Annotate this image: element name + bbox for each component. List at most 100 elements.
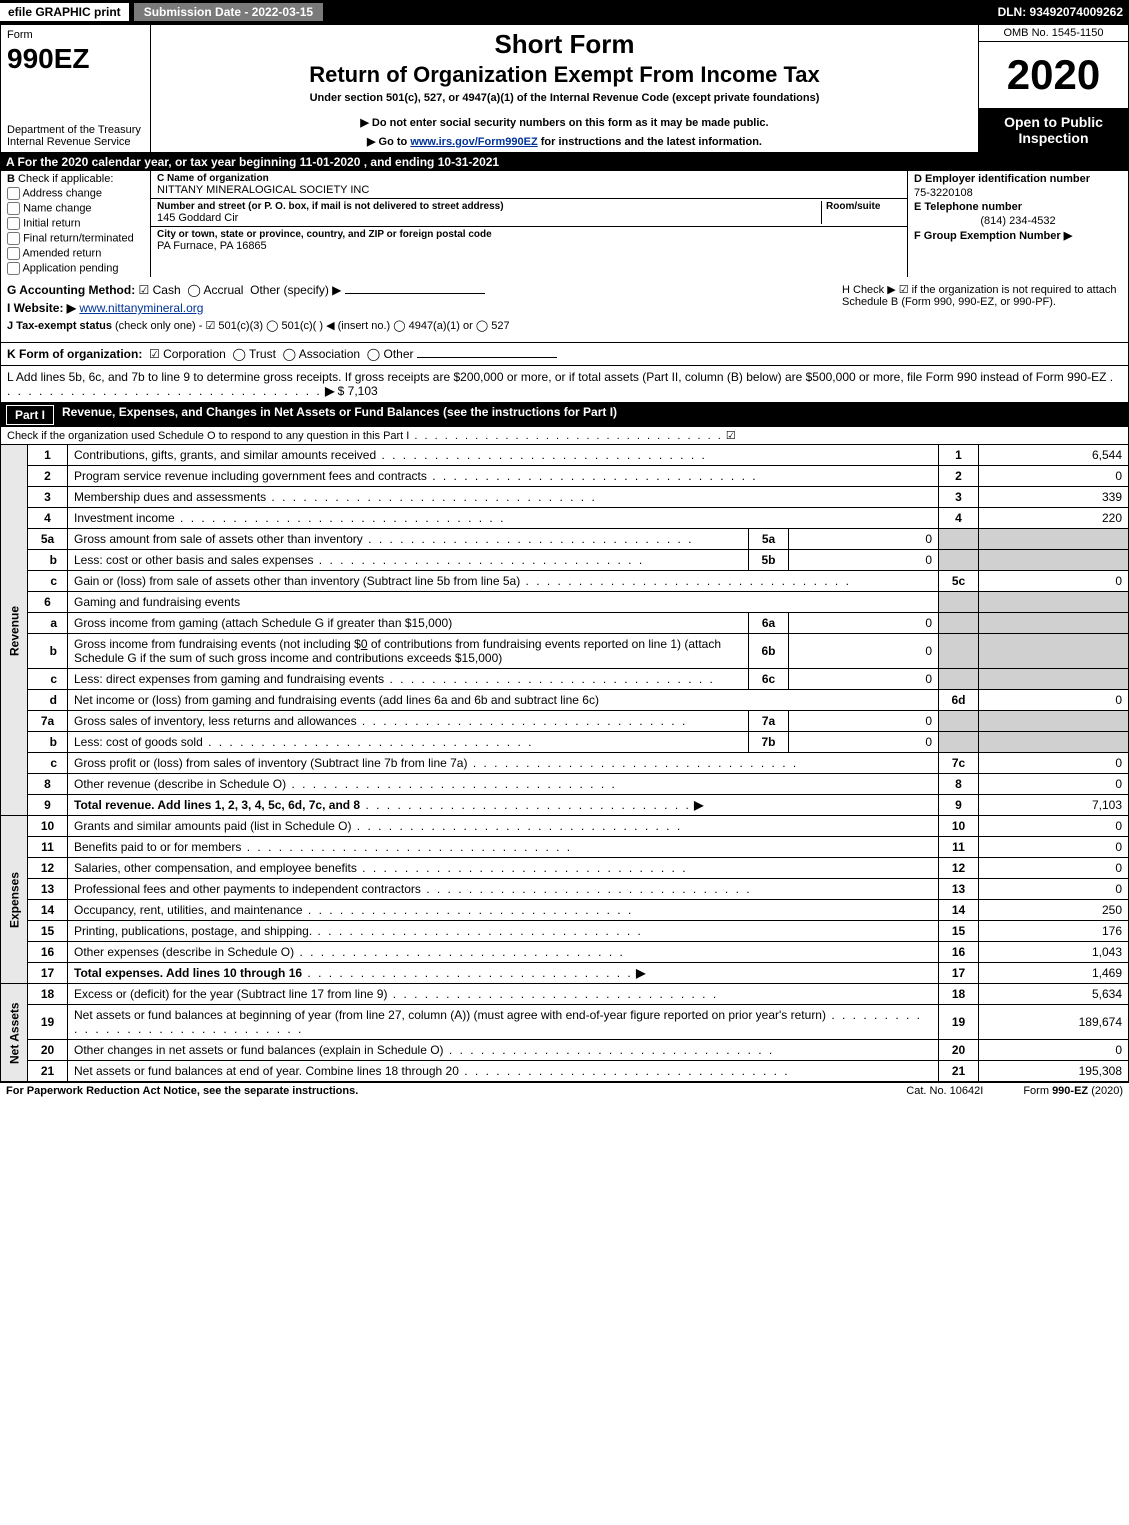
line-7b: bLess: cost of goods sold7b0 — [1, 732, 1129, 753]
expenses-vlabel: Expenses — [1, 816, 28, 984]
h-check-box: H Check ▶ ☑ if the organization is not r… — [842, 283, 1122, 308]
address-label: Number and street (or P. O. box, if mail… — [157, 201, 821, 212]
ein-value: 75-3220108 — [914, 187, 1122, 199]
address-value: 145 Goddard Cir — [157, 212, 821, 224]
g-cash: Cash — [153, 283, 181, 297]
line-17: 17Total expenses. Add lines 10 through 1… — [1, 963, 1129, 984]
i-label: I Website: ▶ — [7, 301, 76, 315]
goto-prefix: ▶ Go to — [367, 136, 410, 148]
revenue-vlabel: Revenue — [1, 445, 28, 816]
netassets-vlabel: Net Assets — [1, 984, 28, 1082]
line-11: 11Benefits paid to or for members110 — [1, 837, 1129, 858]
part-1-title: Revenue, Expenses, and Changes in Net As… — [62, 405, 1123, 425]
line-15: 15Printing, publications, postage, and s… — [1, 921, 1129, 942]
header-left: Form 990EZ Department of the Treasury In… — [1, 25, 151, 152]
line-21: 21Net assets or fund balances at end of … — [1, 1061, 1129, 1082]
checkbox-final-return[interactable]: Final return/terminated — [7, 232, 144, 245]
city-value: PA Furnace, PA 16865 — [157, 240, 901, 252]
g-accrual: Accrual — [203, 283, 243, 297]
line-1: Revenue 1Contributions, gifts, grants, a… — [1, 445, 1129, 466]
check-applicable-label: Check if applicable: — [18, 173, 113, 185]
phone-label: E Telephone number — [914, 201, 1122, 213]
line-9: 9Total revenue. Add lines 1, 2, 3, 4, 5c… — [1, 795, 1129, 816]
top-bar: efile GRAPHIC print Submission Date - 20… — [0, 0, 1129, 24]
k-assoc: Association — [299, 347, 360, 361]
k-label: K Form of organization: — [7, 347, 142, 361]
line-16: 16Other expenses (describe in Schedule O… — [1, 942, 1129, 963]
column-b: B Check if applicable: Address change Na… — [1, 171, 151, 277]
irs-link[interactable]: www.irs.gov/Form990EZ — [410, 136, 537, 148]
org-name-label: C Name of organization — [157, 173, 901, 184]
line-19: 19Net assets or fund balances at beginni… — [1, 1005, 1129, 1040]
j-label: J Tax-exempt status — [7, 320, 112, 332]
row-a-tax-year: A For the 2020 calendar year, or tax yea… — [0, 153, 1129, 171]
line-3: 3Membership dues and assessments3339 — [1, 487, 1129, 508]
section-g-thru-j: H Check ▶ ☑ if the organization is not r… — [0, 277, 1129, 343]
paperwork-notice: For Paperwork Reduction Act Notice, see … — [6, 1085, 358, 1097]
form-header: Form 990EZ Department of the Treasury In… — [0, 24, 1129, 153]
checkbox-amended-return[interactable]: Amended return — [7, 247, 144, 260]
line-10: Expenses 10Grants and similar amounts pa… — [1, 816, 1129, 837]
line-6: 6Gaming and fundraising events — [1, 592, 1129, 613]
line-7c: cGross profit or (loss) from sales of in… — [1, 753, 1129, 774]
group-exemption-label: F Group Exemption Number ▶ — [914, 229, 1122, 242]
efile-label: efile GRAPHIC print — [0, 3, 129, 21]
g-other: Other (specify) ▶ — [250, 283, 341, 297]
checkbox-initial-return[interactable]: Initial return — [7, 217, 144, 230]
l-amount: $ 7,103 — [338, 384, 378, 398]
checkbox-application-pending[interactable]: Application pending — [7, 262, 144, 275]
form-label: Form — [7, 29, 144, 41]
part-1-label: Part I — [6, 405, 54, 425]
header-center: Short Form Return of Organization Exempt… — [151, 25, 978, 152]
line-7a: 7aGross sales of inventory, less returns… — [1, 711, 1129, 732]
line-5a: 5aGross amount from sale of assets other… — [1, 529, 1129, 550]
page-footer: For Paperwork Reduction Act Notice, see … — [0, 1082, 1129, 1099]
goto-line: ▶ Go to www.irs.gov/Form990EZ for instru… — [157, 135, 972, 148]
address-cell: Number and street (or P. O. box, if mail… — [151, 199, 907, 227]
goto-suffix: for instructions and the latest informat… — [541, 136, 762, 148]
part-1-header: Part I Revenue, Expenses, and Changes in… — [0, 403, 1129, 427]
line-8: 8Other revenue (describe in Schedule O)8… — [1, 774, 1129, 795]
return-title: Return of Organization Exempt From Incom… — [157, 62, 972, 88]
info-grid: B Check if applicable: Address change Na… — [0, 171, 1129, 277]
l-text: L Add lines 5b, 6c, and 7b to line 9 to … — [7, 370, 1106, 384]
tax-exempt-line: J Tax-exempt status (check only one) - ☑… — [7, 319, 1122, 332]
line-13: 13Professional fees and other payments t… — [1, 879, 1129, 900]
k-trust: Trust — [249, 347, 276, 361]
line-5b: bLess: cost or other basis and sales exp… — [1, 550, 1129, 571]
l-arrow: ▶ — [325, 384, 334, 398]
submission-date: Submission Date - 2022-03-15 — [133, 2, 324, 22]
city-cell: City or town, state or province, country… — [151, 227, 907, 254]
column-c: C Name of organization NITTANY MINERALOG… — [151, 171, 908, 277]
website-link[interactable]: www.nittanymineral.org — [79, 301, 203, 315]
b-label: B — [7, 173, 15, 185]
line-12: 12Salaries, other compensation, and empl… — [1, 858, 1129, 879]
form-footer: Form 990-EZ (2020) — [1023, 1085, 1123, 1097]
line-14: 14Occupancy, rent, utilities, and mainte… — [1, 900, 1129, 921]
open-to-public: Open to Public Inspection — [979, 108, 1128, 152]
short-form-title: Short Form — [157, 29, 972, 60]
checkbox-name-change[interactable]: Name change — [7, 202, 144, 215]
line-20: 20Other changes in net assets or fund ba… — [1, 1040, 1129, 1061]
section-k: K Form of organization: ☑ Corporation ◯ … — [0, 343, 1129, 366]
line-2: 2Program service revenue including gover… — [1, 466, 1129, 487]
form-number: 990EZ — [7, 43, 144, 75]
department-label: Department of the Treasury Internal Reve… — [7, 124, 144, 148]
j-text: (check only one) - ☑ 501(c)(3) ◯ 501(c)(… — [115, 320, 510, 332]
column-d: D Employer identification number 75-3220… — [908, 171, 1128, 277]
tax-year: 2020 — [979, 42, 1128, 108]
line-4: 4Investment income4220 — [1, 508, 1129, 529]
g-label: G Accounting Method: — [7, 283, 135, 297]
org-name-cell: C Name of organization NITTANY MINERALOG… — [151, 171, 907, 199]
city-label: City or town, state or province, country… — [157, 229, 901, 240]
line-6c: cLess: direct expenses from gaming and f… — [1, 669, 1129, 690]
line-5c: cGain or (loss) from sale of assets othe… — [1, 571, 1129, 592]
schedule-o-check: Check if the organization used Schedule … — [0, 427, 1129, 444]
dln-number: DLN: 93492074009262 — [998, 5, 1129, 19]
line-18: Net Assets 18Excess or (deficit) for the… — [1, 984, 1129, 1005]
line-6b: bGross income from fundraising events (n… — [1, 634, 1129, 669]
part-1-table: Revenue 1Contributions, gifts, grants, a… — [0, 444, 1129, 1082]
ein-label: D Employer identification number — [914, 173, 1122, 185]
omb-number: OMB No. 1545-1150 — [979, 25, 1128, 42]
checkbox-address-change[interactable]: Address change — [7, 187, 144, 200]
